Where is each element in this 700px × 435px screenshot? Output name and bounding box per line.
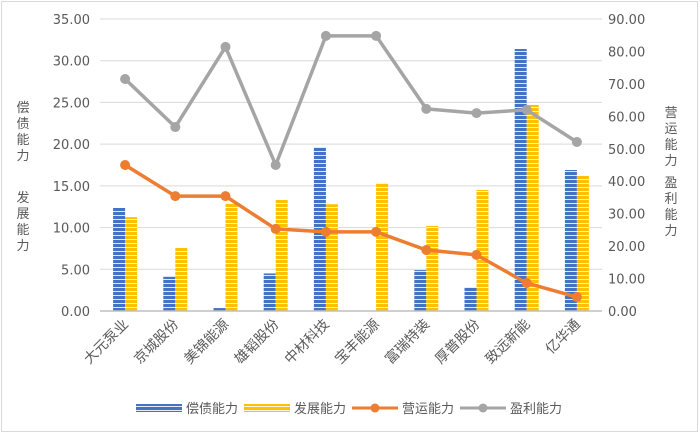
bar (376, 182, 389, 311)
right-axis-title-bottom: 盈利能力 (664, 176, 678, 239)
bar (414, 270, 427, 311)
right-tick-label: 90.00 (608, 13, 645, 28)
bar-swatch-yellow-icon (243, 403, 290, 412)
x-tick-label: 雄韬股份 (232, 317, 283, 368)
bar (564, 170, 577, 311)
left-tick-label: 0.00 (61, 305, 90, 320)
line-marker (320, 30, 331, 41)
bar (263, 273, 276, 311)
x-tick-label: 致远新能 (483, 317, 534, 368)
right-tick-label: 80.00 (608, 45, 645, 60)
right-tick-label: 40.00 (608, 175, 645, 190)
legend-label: 发展能力 (293, 402, 346, 417)
x-tick-label: 京城股份 (131, 317, 182, 368)
left-axis-ticks: 0.00 5.00 10.00 15.00 20.00 25.00 30.00 35.00 (53, 13, 90, 320)
bar (225, 202, 238, 311)
line-marker (521, 278, 532, 289)
line-marker (120, 160, 131, 170)
line-marker (371, 226, 382, 237)
x-axis-labels: 大元泵业 京城股份 美锦能源 雄韬股份 中材科技 宝丰能源 富瑞特装 厚普股份 致远新能 亿华通 (81, 316, 584, 368)
bar (576, 175, 589, 311)
line-marker (170, 122, 181, 133)
left-tick-label: 25.00 (53, 96, 90, 111)
legend-label: 营运能力 (402, 402, 455, 417)
line-path (123, 34, 578, 167)
bar (163, 276, 176, 311)
x-tick-label: 亿华通 (543, 317, 584, 358)
x-tick-label: 富瑞特装 (382, 316, 434, 368)
right-tick-label: 10.00 (608, 273, 645, 288)
line-marker (421, 103, 432, 114)
left-tick-label: 30.00 (53, 55, 90, 70)
line-marker (471, 108, 482, 119)
right-tick-label: 70.00 (608, 78, 645, 93)
x-tick-label: 大元泵业 (81, 317, 132, 368)
legend-label: 偿债能力 (185, 402, 238, 417)
x-tick-label: 宝丰能源 (332, 317, 383, 368)
left-tick-label: 20.00 (53, 138, 90, 153)
bar (213, 308, 226, 311)
right-tick-label: 20.00 (608, 240, 645, 255)
bar (526, 104, 539, 311)
line-marker (471, 249, 482, 260)
bar (426, 225, 439, 311)
bar-swatch-blue-icon (135, 403, 182, 412)
bar (514, 49, 527, 311)
x-tick-label: 中材科技 (282, 317, 333, 368)
line-marker (571, 292, 582, 303)
bar (476, 190, 489, 311)
line-marker-gray-icon (460, 403, 507, 412)
left-axis-title-top: 偿债能力 (16, 101, 30, 164)
x-tick-label: 美锦能源 (181, 316, 233, 368)
line-marker (320, 226, 331, 237)
line-marker (421, 245, 432, 256)
right-axis-ticks: 0.00 10.00 20.00 30.00 40.00 50.00 60.00 70.00 8… (608, 13, 645, 320)
line-marker (220, 191, 231, 202)
line-marker (170, 191, 181, 202)
legend-item-operation[interactable]: 营运能力 (352, 398, 454, 417)
chart-legend: 偿债能力 发展能力 营运能力 盈利能力 (0, 398, 700, 417)
bar (275, 200, 288, 311)
combo-chart: 0.00 5.00 10.00 15.00 20.00 25.00 30.00 35.00 0… (53, 13, 645, 368)
bar (313, 147, 326, 311)
line-series (120, 30, 582, 303)
right-tick-label: 60.00 (608, 110, 645, 125)
left-tick-label: 35.00 (53, 13, 90, 28)
line-marker (571, 136, 582, 147)
line-marker-orange-icon (352, 403, 398, 412)
bar (464, 287, 477, 311)
line-marker (521, 104, 532, 115)
left-tick-label: 5.00 (61, 263, 90, 278)
right-tick-label: 30.00 (608, 208, 645, 223)
bar (125, 217, 138, 311)
left-axis-title-bottom: 发展能力 (16, 191, 30, 254)
bar (175, 248, 188, 311)
legend-item-solvency[interactable]: 偿债能力 (135, 398, 238, 417)
right-tick-label: 50.00 (608, 143, 645, 158)
bar (325, 204, 338, 311)
line-path (124, 163, 578, 299)
x-tick-label: 厚普股份 (432, 317, 483, 368)
left-tick-label: 15.00 (53, 180, 90, 195)
line-marker (220, 41, 231, 52)
bar-series (113, 49, 589, 311)
line-marker (371, 30, 382, 41)
line-marker (120, 74, 131, 85)
bar (113, 207, 126, 311)
legend-item-growth[interactable]: 发展能力 (243, 398, 346, 417)
legend-item-profitability[interactable]: 盈利能力 (460, 398, 562, 417)
legend-label: 盈利能力 (510, 402, 563, 417)
right-tick-label: 0.00 (608, 305, 637, 320)
line-marker (270, 160, 281, 170)
right-axis-title-top: 营运能力 (664, 106, 678, 169)
line-marker (270, 223, 281, 234)
left-tick-label: 10.00 (53, 222, 90, 237)
